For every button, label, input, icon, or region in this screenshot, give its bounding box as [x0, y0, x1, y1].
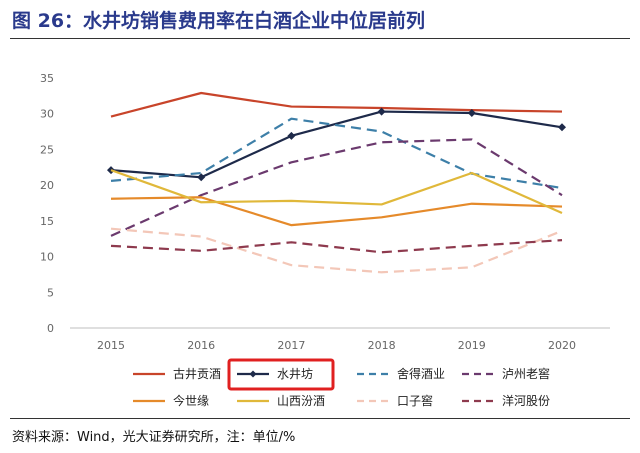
series-line [110, 239, 563, 254]
source-note: 资料来源：Wind，光大证券研究所，注：单位/% [12, 430, 296, 445]
y-tick-label: 10 [40, 251, 54, 264]
series-line [110, 196, 563, 227]
data-point-marker [467, 109, 476, 117]
y-tick-label: 25 [40, 143, 54, 156]
series-line [110, 91, 563, 118]
data-point-marker [377, 107, 386, 116]
y-tick-label: 5 [47, 286, 54, 299]
x-tick-label: 2018 [368, 339, 396, 352]
data-point-marker [558, 123, 566, 132]
title-divider [10, 38, 630, 39]
x-tick-label: 2016 [187, 339, 215, 352]
axis-layer: 0 5 10 15 20 25 30 35 2015 2016 2017 2018 2019 2020 [40, 72, 610, 352]
legend-label: 古井贡酒 [173, 366, 221, 381]
legend-label: 泸州老窖 [502, 366, 550, 381]
data-point-marker [197, 173, 206, 182]
x-tick-label: 2015 [97, 339, 125, 352]
y-tick-label: 35 [40, 72, 54, 85]
series-line [110, 138, 563, 237]
y-tick-label: 0 [47, 322, 54, 335]
series-line [110, 169, 563, 215]
series-line [110, 117, 563, 190]
series-layer [107, 91, 566, 274]
y-tick-label: 30 [40, 108, 54, 121]
legend-marker [249, 370, 257, 378]
series-line [110, 110, 563, 179]
legend-label: 今世缘 [173, 393, 209, 408]
legend-label: 山西汾酒 [277, 394, 325, 408]
legend-label: 水井坊 [277, 366, 313, 381]
data-point-marker [287, 131, 296, 140]
x-tick-label: 2017 [277, 339, 305, 352]
y-tick-label: 20 [40, 179, 54, 192]
line-chart: 0 5 10 15 20 25 30 35 2015 2016 2017 2018 2019 2020 古… [40, 72, 610, 408]
x-tick-label: 2019 [458, 339, 486, 352]
x-tick-label: 2020 [548, 339, 576, 352]
legend-label: 舍得酒业 [397, 366, 445, 381]
legend-highlight-box [227, 358, 335, 391]
series-line [110, 227, 563, 274]
legend-label: 洋河股份 [502, 393, 550, 408]
chart-title: 图 26：水井坊销售费用率在白酒企业中位居前列 [12, 10, 426, 32]
legend-label: 口子窖 [397, 393, 433, 408]
y-tick-label: 15 [40, 215, 54, 228]
footer-divider [10, 418, 630, 419]
